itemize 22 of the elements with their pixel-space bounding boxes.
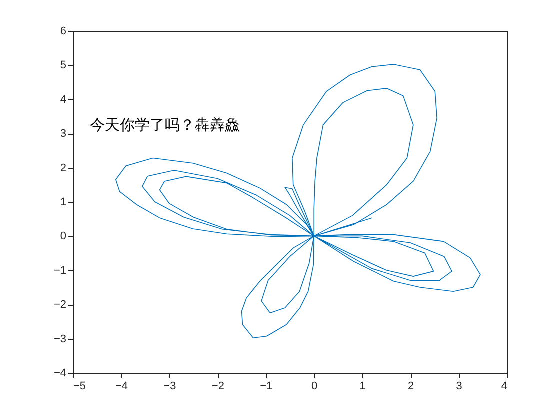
x-tick-label: −3 (164, 380, 176, 392)
y-tick-label: 3 (60, 128, 66, 140)
x-tick-label: 0 (312, 380, 318, 392)
y-tick-label: −2 (54, 299, 66, 312)
y-tick-label: −3 (54, 333, 66, 346)
y-tick-label: −1 (54, 264, 66, 277)
y-tick-label: 6 (60, 26, 66, 38)
y-tick-label: 0 (60, 230, 66, 243)
y-tick-label: −4 (54, 368, 66, 380)
x-tick-label: 4 (501, 380, 508, 392)
y-tick-label: 5 (60, 60, 66, 72)
x-tick-label: −2 (212, 380, 224, 392)
x-tick-label: −4 (115, 380, 128, 392)
x-tick-label: −5 (74, 380, 86, 392)
y-tick-label: 2 (60, 162, 66, 174)
x-tick-label: −1 (260, 380, 273, 392)
annotation: 今天你学了吗？犇羴鱻 (90, 116, 240, 134)
y-tick-label: 1 (60, 196, 66, 208)
x-tick-label: 3 (456, 380, 462, 392)
y-tick-label: 4 (60, 94, 66, 106)
x-tick-label: 1 (360, 380, 366, 392)
x-tick-label: 2 (408, 380, 414, 392)
